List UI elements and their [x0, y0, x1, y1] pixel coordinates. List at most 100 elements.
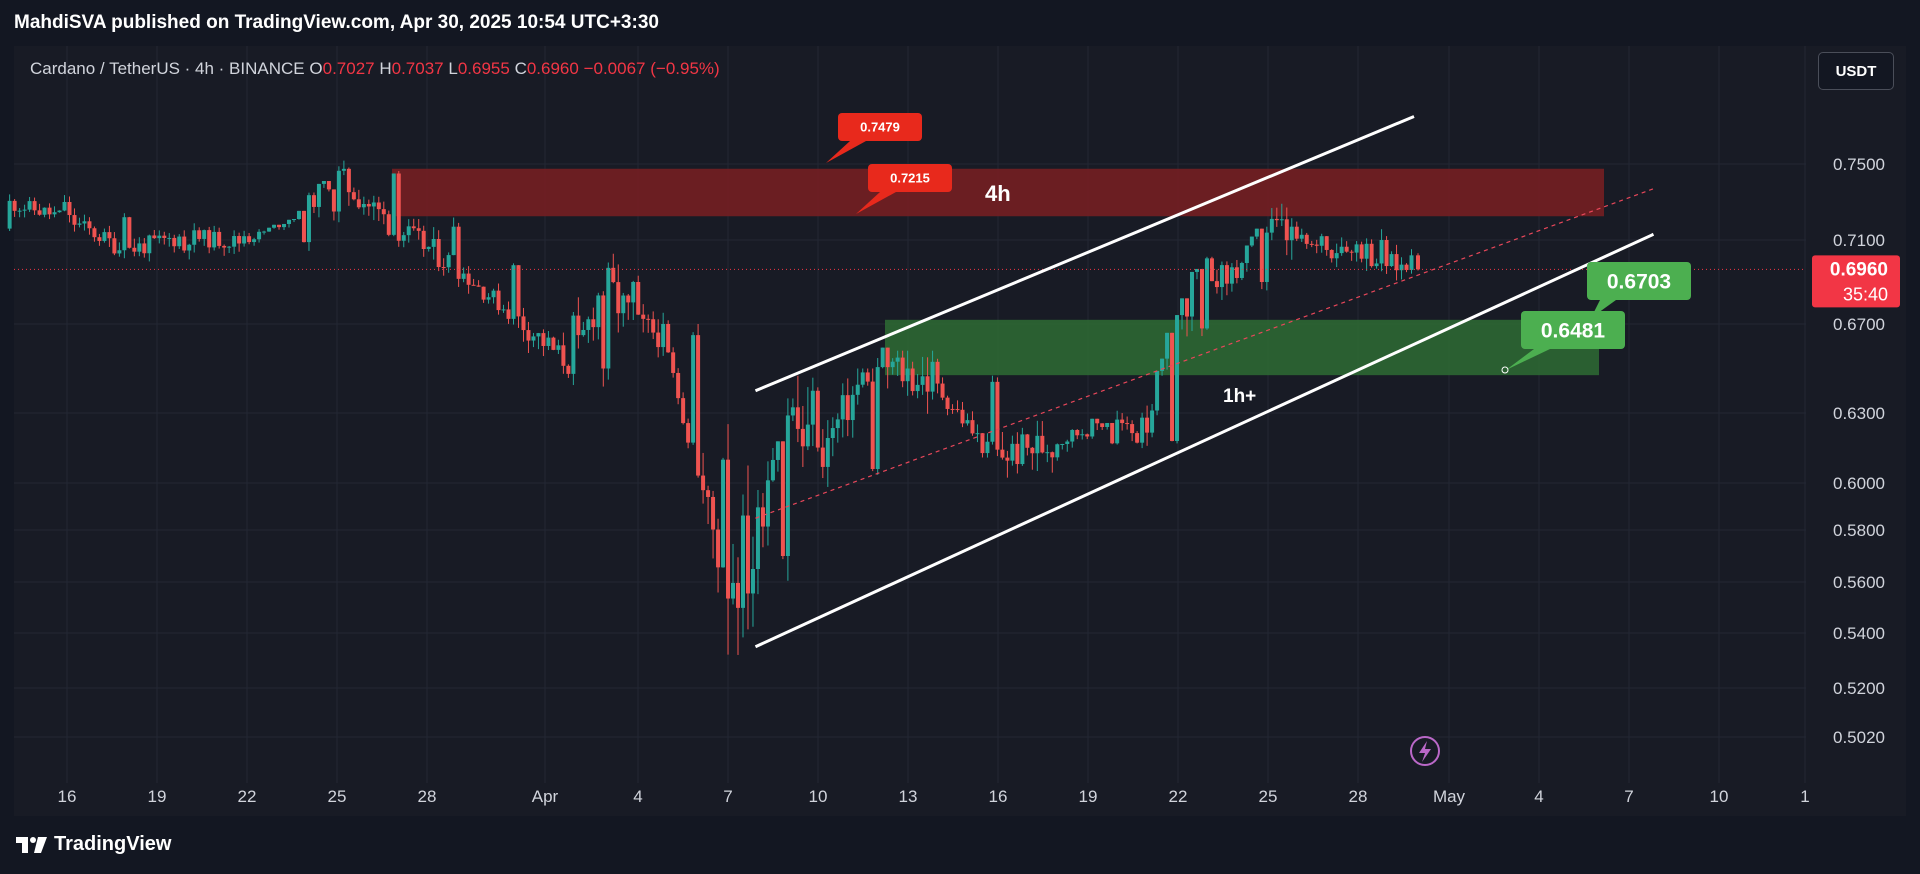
candle-body: [232, 236, 237, 247]
candle-body: [1416, 255, 1420, 270]
candle-body: [1080, 434, 1085, 436]
lightning-icon[interactable]: [1410, 736, 1440, 766]
candle-body: [67, 202, 72, 216]
candle-body: [1314, 244, 1319, 246]
candle-body: [1369, 243, 1374, 267]
candle-body: [1005, 457, 1010, 461]
label-green-target-2: 0.6481: [1506, 311, 1625, 370]
candle-body: [356, 199, 361, 208]
x-tick-label: 19: [148, 787, 167, 806]
drawings[interactable]: 0.7479 0.7215 0.6703 0.6481 4h 1h+: [14, 113, 1806, 766]
candle-body: [616, 282, 621, 314]
high-value: 0.7037: [391, 59, 444, 78]
candle-body: [990, 381, 995, 442]
footer-brand[interactable]: TradingView: [16, 833, 171, 856]
x-tick-label: 1: [1800, 787, 1809, 806]
candle-body: [661, 324, 666, 348]
candle-body: [865, 372, 870, 382]
candle-body: [57, 210, 62, 213]
label-green-target-2-box: [1521, 311, 1625, 349]
candle-body: [501, 309, 506, 311]
candle-body: [905, 368, 910, 382]
candle-body: [611, 267, 616, 283]
candle-body: [760, 507, 765, 527]
candle-body: [1224, 265, 1229, 284]
candle-body: [985, 441, 990, 454]
candle-body: [995, 381, 1000, 450]
x-tick-label: 22: [1169, 787, 1188, 806]
candle-body: [1334, 253, 1339, 259]
y-tick-label: 0.5200: [1833, 679, 1885, 698]
candle-body: [252, 239, 257, 243]
support-zone: [885, 319, 1599, 376]
label-red-1-box: [838, 113, 922, 141]
candle-body: [681, 398, 686, 424]
candle-body: [601, 295, 606, 369]
candle-body: [656, 332, 661, 348]
candle-body: [1180, 298, 1185, 316]
x-tick-label: 16: [58, 787, 77, 806]
channel-upper-line: [754, 115, 1415, 393]
candle-body: [52, 212, 57, 215]
candle-body: [182, 236, 187, 251]
candle-body: [212, 231, 217, 248]
candle-body: [496, 290, 501, 311]
y-tick-label: 0.5800: [1833, 521, 1885, 540]
candle-body: [486, 297, 491, 300]
candle-body: [800, 428, 805, 447]
candle-body: [666, 324, 671, 353]
candle-body: [42, 207, 47, 215]
currency-button[interactable]: USDT: [1818, 52, 1894, 90]
candle-body: [885, 347, 890, 368]
candle-body: [1374, 263, 1379, 267]
candle-body: [561, 345, 566, 366]
candle-body: [446, 255, 451, 268]
x-tick-label: 7: [723, 787, 732, 806]
candle-body: [137, 243, 142, 252]
y-tick-label: 0.6300: [1833, 404, 1885, 423]
candle-body: [1274, 218, 1279, 221]
candle-body: [1170, 332, 1175, 441]
candle-body: [895, 357, 900, 362]
candle-body: [701, 475, 706, 491]
candle-body: [436, 239, 441, 268]
low-label: L: [448, 59, 458, 78]
candle-body: [147, 235, 152, 254]
candle-body: [1294, 226, 1299, 239]
candle-body: [272, 224, 277, 228]
x-tick-label: 16: [989, 787, 1008, 806]
y-tick-label: 0.6700: [1833, 315, 1885, 334]
axes: 0.7500 0.7100 0.6700 0.6300 0.6000 0.5800 0.56…: [58, 155, 1900, 806]
candle-body: [805, 424, 810, 447]
candle-body: [87, 221, 92, 229]
channel-lower-line: [754, 232, 1655, 649]
candle-body: [481, 286, 486, 300]
candle-body: [845, 395, 850, 421]
candle-body: [1344, 246, 1349, 252]
label-green-target-1-box: [1587, 262, 1691, 300]
candle-body: [1020, 434, 1025, 465]
candle-body: [341, 168, 346, 171]
candle-body: [875, 367, 880, 469]
candle-body: [371, 202, 376, 207]
label-green-target-1: 0.6703: [1587, 262, 1691, 318]
candle-body: [1175, 315, 1180, 441]
candle-body: [955, 409, 960, 411]
x-tick-label: 10: [1710, 787, 1729, 806]
candle-body: [1065, 441, 1070, 445]
candle-body: [1165, 332, 1170, 359]
candle-body: [1189, 271, 1194, 317]
y-tick-label: 0.7500: [1833, 155, 1885, 174]
candle-body: [456, 226, 461, 279]
y-tick-label: 0.5020: [1833, 728, 1885, 747]
price-change: −0.0067 (−0.95%): [583, 59, 720, 78]
candle-body: [451, 226, 456, 256]
candle-body: [890, 361, 895, 368]
close-label: C: [514, 59, 527, 78]
candle-body: [396, 173, 401, 241]
candle-body: [731, 582, 736, 599]
candle-body: [127, 217, 132, 248]
candle-body: [1055, 444, 1060, 458]
candle-body: [850, 394, 855, 421]
